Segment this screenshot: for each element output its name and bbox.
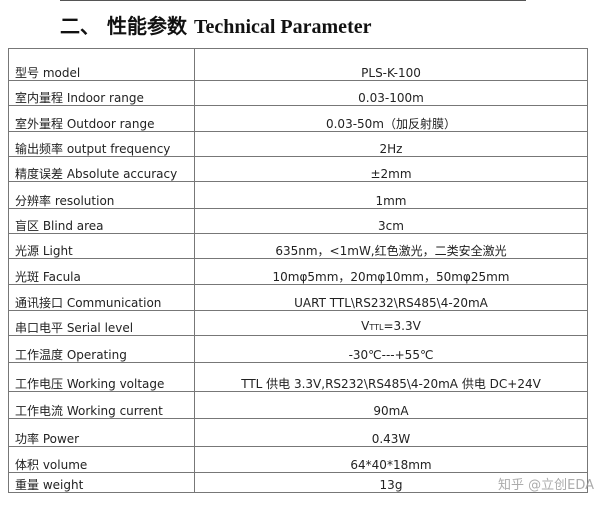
- table-row: 光源 Light 635nm，<1mW,红色激光，二类安全激光: [8, 233, 588, 259]
- table-row: 输出频率 output frequency 2Hz: [8, 131, 588, 157]
- param-name: 光源 Light: [8, 233, 195, 259]
- param-value: PLS-K-100: [194, 48, 588, 81]
- param-name: 串口电平 Serial level: [8, 310, 195, 336]
- table-row: 光斑 Facula 10mφ5mm，20mφ10mm，50mφ25mm: [8, 258, 588, 285]
- table-row: 分辨率 resolution 1mm: [8, 181, 588, 209]
- watermark: 知乎 @立创EDA: [497, 478, 594, 493]
- param-value: 3cm: [194, 208, 588, 234]
- param-name: 精度误差 Absolute accuracy: [8, 156, 195, 182]
- table-row: 盲区 Blind area 3cm: [8, 208, 588, 234]
- table-row: 工作温度 Operating -30℃---+55℃: [8, 335, 588, 363]
- param-value: 10mφ5mm，20mφ10mm，50mφ25mm: [194, 258, 588, 285]
- table-row: 型号 model PLS-K-100: [8, 48, 588, 81]
- param-name: 工作电流 Working current: [8, 391, 195, 419]
- param-value: VTTL=3.3V: [194, 310, 588, 336]
- param-value: 64*40*18mm: [194, 446, 588, 473]
- param-name: 分辨率 resolution: [8, 181, 195, 209]
- param-value: ±2mm: [194, 156, 588, 182]
- param-value: 0.43W: [194, 418, 588, 447]
- table-row: 串口电平 Serial level VTTL=3.3V: [8, 310, 588, 336]
- table-row: 工作电流 Working current 90mA: [8, 391, 588, 419]
- table-row: 室外量程 Outdoor range 0.03-50m（加反射膜）: [8, 105, 588, 132]
- param-name: 体积 volume: [8, 446, 195, 473]
- param-name: 通讯接口 Communication: [8, 284, 195, 311]
- param-value: 0.03-100m: [194, 80, 588, 106]
- param-value: 90mA: [194, 391, 588, 419]
- param-name: 功率 Power: [8, 418, 195, 447]
- section-title: 二、 性能参数 Technical Parameter: [60, 10, 371, 39]
- param-name: 输出频率 output frequency: [8, 131, 195, 157]
- param-value: -30℃---+55℃: [194, 335, 588, 363]
- table-row: 通讯接口 Communication UART TTL\RS232\RS485\4…: [8, 284, 588, 311]
- top-rule: [60, 0, 526, 1]
- param-name: 工作温度 Operating: [8, 335, 195, 363]
- table-row: 体积 volume 64*40*18mm: [8, 446, 588, 473]
- param-value: TTL 供电 3.3V,RS232\RS485\4-20mA 供电 DC+24V: [194, 362, 588, 392]
- title-cn: 二、 性能参数: [60, 14, 187, 38]
- param-name: 工作电压 Working voltage: [8, 362, 195, 392]
- value-subscript: TTL: [369, 323, 384, 332]
- value-main: V: [361, 319, 370, 333]
- table-row: 室内量程 Indoor range 0.03-100m: [8, 80, 588, 106]
- param-value: 635nm，<1mW,红色激光，二类安全激光: [194, 233, 588, 259]
- table-row: 工作电压 Working voltage TTL 供电 3.3V,RS232\RS…: [8, 362, 588, 392]
- param-name: 光斑 Facula: [8, 258, 195, 285]
- param-value: 1mm: [194, 181, 588, 209]
- param-name: 室外量程 Outdoor range: [8, 105, 195, 132]
- parameter-table: 型号 model PLS-K-100 室内量程 Indoor range 0.03-1…: [8, 48, 588, 493]
- param-name: 室内量程 Indoor range: [8, 80, 195, 106]
- param-name: 盲区 Blind area: [8, 208, 195, 234]
- param-value: 13g: [194, 472, 588, 493]
- table-row: 精度误差 Absolute accuracy ±2mm: [8, 156, 588, 182]
- param-value: UART TTL\RS232\RS485\4-20mA: [194, 284, 588, 311]
- value-rest: =3.3V: [383, 319, 421, 333]
- param-name: 重量 weight: [8, 472, 195, 493]
- title-en: Technical Parameter: [193, 16, 372, 38]
- param-name: 型号 model: [8, 48, 195, 81]
- table-row: 重量 weight 13g: [8, 472, 588, 493]
- param-value: 2Hz: [194, 131, 588, 157]
- param-value: 0.03-50m（加反射膜）: [194, 105, 588, 132]
- table-row: 功率 Power 0.43W: [8, 418, 588, 447]
